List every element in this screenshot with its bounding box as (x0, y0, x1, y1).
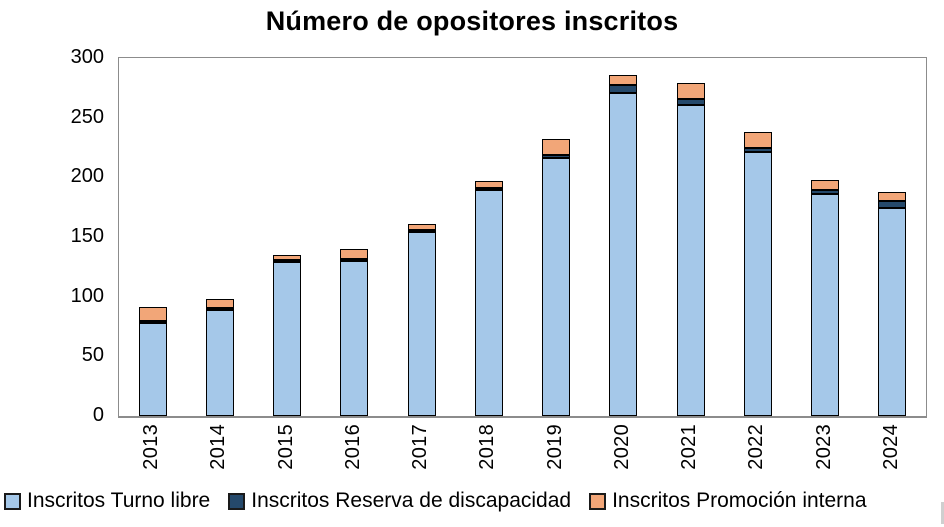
bar-segment-2014-series0 (205, 309, 234, 416)
x-axis-label-slot: 2023 (791, 424, 858, 470)
x-axis-label-slot: 2016 (320, 424, 387, 470)
plot-area (118, 57, 927, 418)
legend-swatch-turno-libre-icon (4, 492, 21, 510)
y-axis-label: 150 (70, 225, 104, 247)
bar-segment-2019-series1 (542, 154, 571, 159)
x-axis-label-slot: 2013 (118, 424, 185, 470)
chart-title: Número de opositores inscritos (265, 6, 679, 36)
legend-item-promocion-interna: Inscritos Promoción interna (589, 489, 867, 513)
bar-segment-2013-series0 (138, 322, 167, 416)
legend-label-promocion-interna: Inscritos Promoción interna (612, 489, 867, 512)
bar-segment-2017-series2 (407, 224, 436, 231)
x-axis-label-slot: 2022 (723, 424, 790, 470)
y-axis-label: 100 (70, 284, 104, 307)
bar-segment-2013-series1 (138, 320, 167, 323)
bar-segment-2019-series0 (542, 158, 571, 416)
bar-2013 (138, 306, 167, 416)
x-axis-label-slot: 2017 (387, 424, 454, 470)
x-axis-label-slot: 2021 (656, 424, 723, 470)
bar-2017 (407, 224, 436, 416)
x-axis-label-slot: 2019 (522, 424, 589, 470)
x-axis-label: 2017 (409, 424, 432, 470)
bar-segment-2018-series0 (474, 190, 503, 416)
bar-segment-2016-series0 (340, 260, 369, 416)
scrollbar-sliver (941, 502, 944, 524)
x-axis-label: 2022 (745, 424, 768, 470)
bar-segment-2023-series2 (811, 179, 840, 191)
x-axis-label-slot: 2024 (858, 424, 925, 470)
x-axis-label-slot: 2014 (185, 424, 252, 470)
bar-segment-2022-series2 (743, 132, 772, 148)
bar-segment-2016-series1 (340, 258, 369, 261)
y-axis-label: 0 (92, 404, 104, 426)
bar-2023 (811, 179, 840, 416)
bar-segment-2021-series1 (676, 98, 705, 105)
bar-2020 (609, 74, 638, 416)
bar-segment-2020-series1 (609, 85, 638, 93)
bar-2014 (205, 299, 234, 416)
bar-segment-2023-series1 (811, 190, 840, 195)
legend-item-reserva-discapacidad: Inscritos Reserva de discapacidad (228, 489, 571, 513)
bar-segment-2015-series2 (273, 255, 302, 261)
x-axis-label: 2020 (610, 424, 633, 470)
bar-2021 (676, 83, 705, 416)
x-axis-label: 2024 (879, 424, 902, 470)
y-axis-label: 200 (70, 165, 104, 188)
bar-segment-2022-series1 (743, 147, 772, 153)
bar-2024 (878, 191, 907, 416)
bar-segment-2024-series0 (878, 208, 907, 416)
x-axis-label: 2021 (678, 424, 701, 470)
bar-segment-2018-series2 (474, 180, 503, 189)
bar-segment-2018-series1 (474, 188, 503, 191)
bar-2019 (542, 139, 571, 416)
x-axis-label: 2019 (543, 424, 566, 470)
y-axis-label: 50 (81, 344, 104, 367)
x-axis-label: 2018 (476, 424, 499, 470)
legend-label-reserva-discapacidad: Inscritos Reserva de discapacidad (251, 489, 572, 512)
x-axis-label: 2014 (207, 424, 230, 470)
bar-2015 (273, 255, 302, 416)
bar-segment-2017-series1 (407, 230, 436, 233)
bar-segment-2020-series0 (609, 92, 638, 416)
x-axis-label: 2015 (274, 424, 297, 470)
legend-item-turno-libre: Inscritos Turno libre (4, 489, 210, 513)
y-axis-label: 250 (70, 105, 104, 128)
bar-segment-2023-series0 (811, 194, 840, 416)
bar-segment-2021-series0 (676, 104, 705, 416)
bar-segment-2014-series1 (205, 307, 234, 310)
bar-segment-2020-series2 (609, 74, 638, 86)
bar-segment-2019-series2 (542, 139, 571, 155)
y-axis: 0 50 100 150 200 250 300 (0, 0, 104, 527)
legend: Inscritos Turno libre Inscritos Reserva … (4, 489, 942, 513)
bar-segment-2017-series0 (407, 232, 436, 416)
bar-segment-2013-series2 (138, 306, 167, 321)
bar-2022 (743, 132, 772, 416)
x-axis-label: 2016 (341, 424, 364, 470)
bar-2016 (340, 249, 369, 416)
bar-2018 (474, 180, 503, 416)
bar-segment-2015-series0 (273, 262, 302, 416)
legend-swatch-promocion-interna-icon (589, 492, 607, 510)
bar-segment-2014-series2 (205, 299, 234, 308)
bar-segment-2021-series2 (676, 83, 705, 99)
bar-segment-2022-series0 (743, 152, 772, 416)
x-axis-label-slot: 2018 (454, 424, 521, 470)
y-axis-label: 300 (70, 46, 104, 68)
bar-segment-2024-series1 (878, 201, 907, 209)
legend-label-turno-libre: Inscritos Turno libre (27, 489, 211, 512)
x-axis-label-slot: 2020 (589, 424, 656, 470)
x-axis-label-slot: 2015 (253, 424, 320, 470)
x-axis-label: 2013 (140, 424, 163, 470)
bar-segment-2016-series2 (340, 249, 369, 259)
bar-segment-2024-series2 (878, 191, 907, 202)
bar-segment-2015-series1 (273, 260, 302, 263)
x-axis-label: 2023 (812, 424, 835, 470)
legend-swatch-reserva-discapacidad-icon (228, 492, 246, 510)
